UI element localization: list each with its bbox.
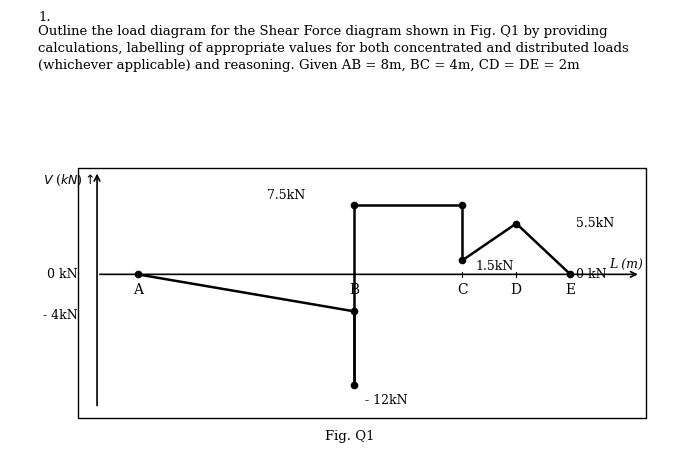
Text: 1.5kN: 1.5kN bbox=[476, 261, 514, 273]
Text: A: A bbox=[132, 283, 143, 296]
Text: D: D bbox=[511, 283, 522, 296]
Text: L (m): L (m) bbox=[610, 258, 643, 271]
Text: E: E bbox=[566, 283, 575, 296]
Text: $V$ ($\it{kN}$)$\uparrow$: $V$ ($\it{kN}$)$\uparrow$ bbox=[43, 173, 94, 188]
Text: Outline the load diagram for the Shear Force diagram shown in Fig. Q1 by providi: Outline the load diagram for the Shear F… bbox=[38, 25, 608, 38]
Text: 0 kN: 0 kN bbox=[48, 268, 78, 281]
Text: Fig. Q1: Fig. Q1 bbox=[326, 429, 374, 443]
Text: 5.5kN: 5.5kN bbox=[575, 217, 614, 230]
Text: C: C bbox=[457, 283, 468, 296]
Text: - 4kN: - 4kN bbox=[43, 310, 78, 322]
Text: 7.5kN: 7.5kN bbox=[267, 189, 305, 202]
Text: - 12kN: - 12kN bbox=[365, 395, 407, 408]
Text: B: B bbox=[349, 283, 359, 296]
Text: 0 kN: 0 kN bbox=[575, 268, 606, 281]
Text: 1.: 1. bbox=[38, 11, 51, 25]
Text: (whichever applicable) and reasoning. Given AB = 8m, BC = 4m, CD = DE = 2m: (whichever applicable) and reasoning. Gi… bbox=[38, 59, 580, 72]
Text: calculations, labelling of appropriate values for both concentrated and distribu: calculations, labelling of appropriate v… bbox=[38, 42, 629, 55]
